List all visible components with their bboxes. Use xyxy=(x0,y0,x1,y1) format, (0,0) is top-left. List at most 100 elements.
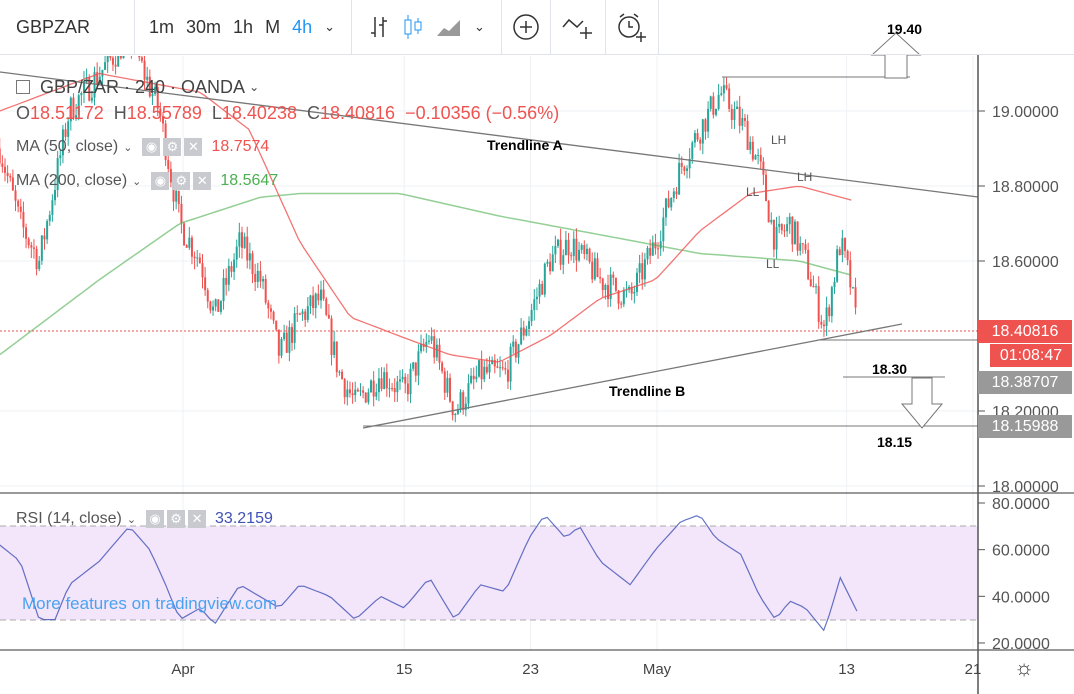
candle-body xyxy=(559,239,562,265)
candle-body xyxy=(491,359,494,365)
eye-icon[interactable]: ◉ xyxy=(151,172,170,190)
candle-body xyxy=(262,278,265,282)
candle-body xyxy=(472,375,475,380)
candle-body xyxy=(788,216,791,225)
candle-body xyxy=(770,219,773,223)
candle-body xyxy=(11,177,14,191)
candle-body xyxy=(470,375,473,384)
candle-body xyxy=(425,341,428,348)
candle-body xyxy=(319,289,322,301)
gear-icon[interactable]: ⚙ xyxy=(172,172,191,190)
menu-icon[interactable] xyxy=(16,80,30,94)
candle-body xyxy=(538,283,541,297)
candle-body xyxy=(67,121,70,137)
candle-body xyxy=(822,324,825,327)
candle-body xyxy=(838,249,841,255)
candle-body xyxy=(90,97,93,101)
candle-body xyxy=(775,226,778,250)
candle-body xyxy=(333,341,336,355)
candle-body xyxy=(599,277,602,279)
candle-body xyxy=(114,64,117,67)
trendline-b[interactable] xyxy=(362,323,903,429)
ma50-legend[interactable]: MA (50, close) ⌄ ◉ ⚙ ✕ 18.7574 xyxy=(16,130,559,164)
candle-body xyxy=(285,332,288,353)
candle-body xyxy=(280,338,283,356)
candles-icon[interactable] xyxy=(402,14,424,40)
candle-body xyxy=(612,274,615,278)
candle-body xyxy=(393,388,396,393)
candle-body xyxy=(467,383,470,404)
candle-body xyxy=(69,97,72,122)
trendline-a[interactable] xyxy=(0,71,979,198)
interval-4h[interactable]: 4h xyxy=(292,16,313,37)
candle-body xyxy=(296,313,299,315)
interval-1h[interactable]: 1h xyxy=(233,16,254,37)
watermark-link[interactable]: More features on tradingview.com xyxy=(22,594,278,613)
trendline-a-label: Trendline A xyxy=(487,137,563,153)
chevron-down-icon[interactable]: ⌄ xyxy=(132,175,142,188)
close-value: 18.40816 xyxy=(319,102,396,123)
candle-body xyxy=(306,306,309,320)
candle-body xyxy=(25,227,28,239)
candle-body xyxy=(346,389,349,398)
compare-icon xyxy=(562,18,592,39)
close-icon[interactable]: ✕ xyxy=(188,510,207,528)
ll-label: LL xyxy=(766,257,780,271)
candle-body xyxy=(438,344,441,363)
interval-30m[interactable]: 30m xyxy=(186,16,222,37)
candle-body xyxy=(375,392,378,397)
candle-body xyxy=(433,336,436,358)
candle-body xyxy=(190,237,193,257)
eye-icon[interactable]: ◉ xyxy=(142,138,161,156)
candle-body xyxy=(614,277,617,291)
candle-body xyxy=(588,248,591,262)
candle-body xyxy=(686,168,689,171)
close-icon[interactable]: ✕ xyxy=(184,138,203,156)
arrow-down-icon[interactable] xyxy=(900,377,944,429)
interval-1m[interactable]: 1m xyxy=(149,16,175,37)
candle-body xyxy=(51,200,54,215)
interval-M[interactable]: M xyxy=(265,16,281,37)
candle-body xyxy=(454,413,457,416)
candle-body xyxy=(64,129,67,137)
indicators-button[interactable] xyxy=(502,0,551,55)
candle-body xyxy=(435,344,438,358)
chevron-down-icon[interactable]: ⌄ xyxy=(249,80,260,94)
candle-body xyxy=(659,241,662,249)
rsi-legend[interactable]: RSI (14, close) ⌄ ◉ ⚙ ✕ 33.2159 xyxy=(16,502,273,536)
ma200-legend[interactable]: MA (200, close) ⌄ ◉ ⚙ ✕ 18.5647 xyxy=(16,164,559,198)
candle-body xyxy=(441,362,444,372)
candle-body xyxy=(304,311,307,320)
candle-body xyxy=(693,133,696,143)
rsi-label: RSI (14, close) xyxy=(16,510,122,527)
candle-body xyxy=(646,247,649,260)
settings-gear-icon[interactable]: ☼ xyxy=(1014,655,1035,680)
close-icon[interactable]: ✕ xyxy=(193,172,212,190)
alert-button[interactable] xyxy=(606,0,659,55)
candle-body xyxy=(535,296,538,300)
area-icon[interactable] xyxy=(436,16,462,38)
rsi-line xyxy=(0,515,858,632)
gear-icon[interactable]: ⚙ xyxy=(167,510,186,528)
legend: GBP/ZAR · 240 · OANDA ⌄ O 18.51172 H 18.557… xyxy=(16,70,559,198)
bars-icon[interactable] xyxy=(368,15,390,39)
candle-body xyxy=(172,182,175,202)
candle-body xyxy=(356,389,359,392)
candle-body xyxy=(417,351,420,376)
eye-icon[interactable]: ◉ xyxy=(146,510,165,528)
chevron-down-icon[interactable]: ⌄ xyxy=(474,19,485,34)
candle-body xyxy=(77,95,80,116)
chevron-down-icon[interactable]: ⌄ xyxy=(126,513,137,526)
symbol-legend[interactable]: GBP/ZAR · 240 · OANDA ⌄ xyxy=(16,70,559,104)
candle-body xyxy=(543,263,546,295)
candle-body xyxy=(601,278,604,291)
chevron-down-icon[interactable]: ⌄ xyxy=(324,19,335,34)
chart-type-group: ⌄ xyxy=(352,0,502,55)
chevron-down-icon[interactable]: ⌄ xyxy=(123,141,133,154)
arrow-up-icon[interactable] xyxy=(870,32,922,79)
compare-button[interactable] xyxy=(551,0,606,55)
symbol-search[interactable]: GBPZAR xyxy=(0,0,135,55)
gear-icon[interactable]: ⚙ xyxy=(163,138,182,156)
rsi-value: 33.2159 xyxy=(215,510,273,527)
